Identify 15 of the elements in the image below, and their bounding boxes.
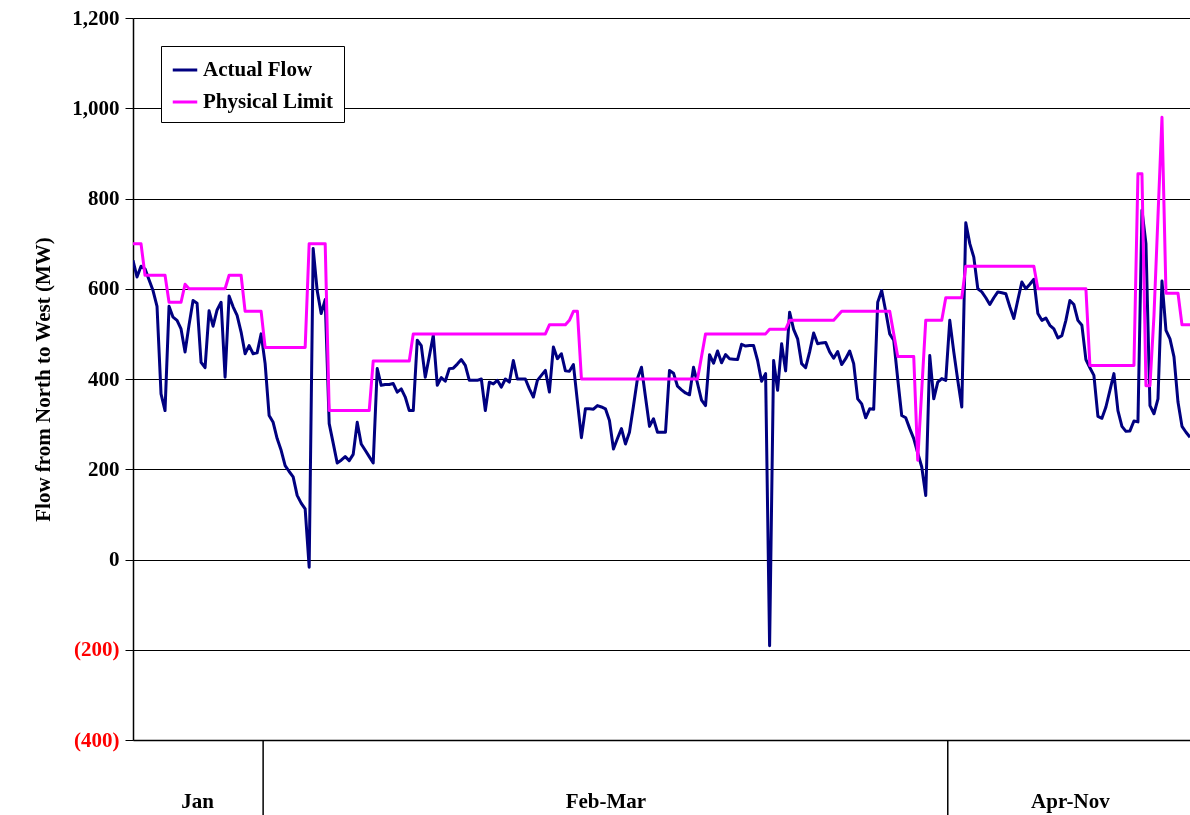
y-tick-label: (400) [74,727,120,752]
y-tick-label: 400 [88,366,120,391]
y-tick-label: 600 [88,276,120,301]
x-tick-label: Apr-Nov [1031,788,1111,813]
y-tick-label: 200 [88,456,120,481]
y-axis-title: Flow from North to West (MW) [31,237,56,522]
y-tick-label: 1,000 [72,95,120,120]
y-tick-label: (200) [74,637,120,662]
legend-label: Actual Flow [203,57,313,81]
y-tick-label: 0 [109,547,120,571]
x-tick-label: Feb-Mar [565,788,647,813]
legend-label: Physical Limit [203,89,334,113]
x-tick-label: Jan [181,788,215,813]
y-tick-label: 1,200 [72,5,120,30]
y-tick-label: 800 [88,186,120,210]
